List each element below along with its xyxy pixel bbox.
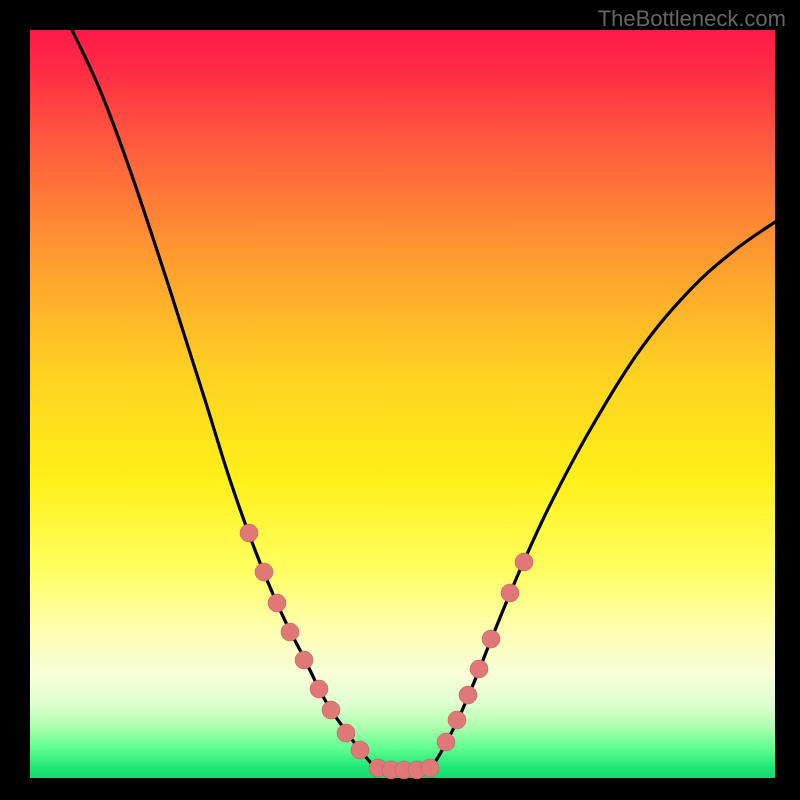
data-point [295, 651, 313, 669]
data-point [337, 724, 355, 742]
data-point [281, 623, 299, 641]
data-point [310, 680, 328, 698]
data-point [421, 759, 439, 777]
data-point [240, 524, 258, 542]
outer-frame [0, 0, 800, 800]
data-point [515, 553, 533, 571]
data-point [437, 733, 455, 751]
data-point [482, 630, 500, 648]
bottleneck-curve [72, 30, 775, 771]
plot-area [30, 30, 775, 778]
chart-svg [30, 30, 775, 778]
data-point [470, 660, 488, 678]
data-point [448, 711, 466, 729]
data-point [459, 686, 477, 704]
data-point [351, 741, 369, 759]
watermark-text: TheBottleneck.com [598, 6, 786, 32]
data-point [322, 701, 340, 719]
data-point [268, 594, 286, 612]
data-point [255, 563, 273, 581]
data-point [501, 584, 519, 602]
